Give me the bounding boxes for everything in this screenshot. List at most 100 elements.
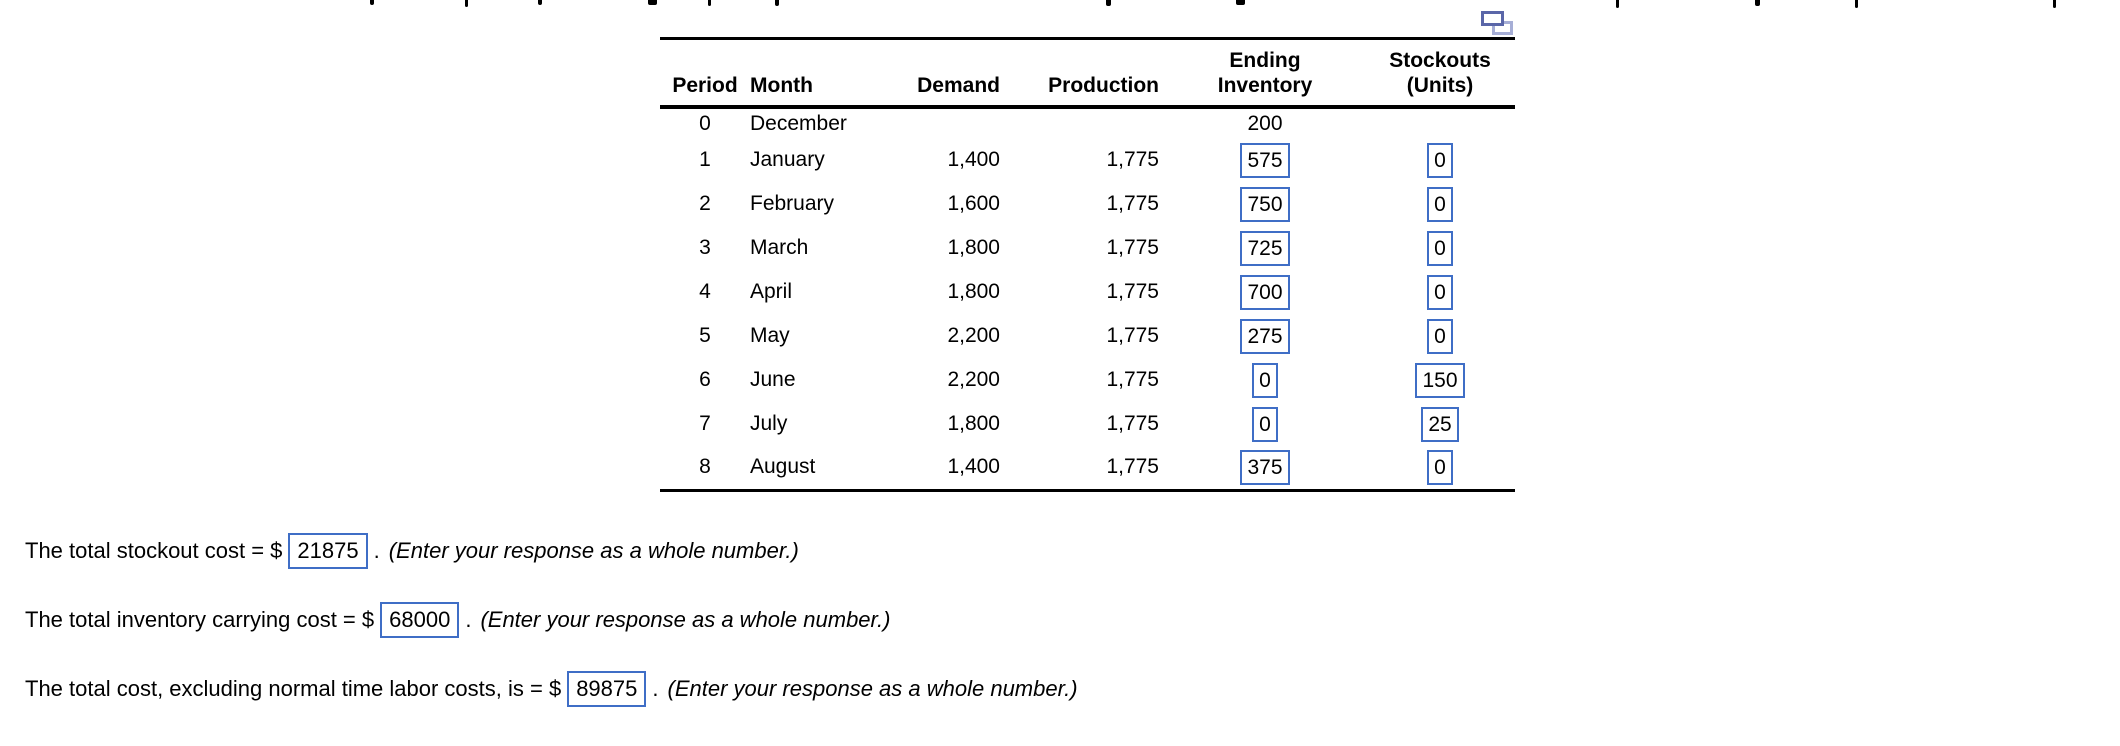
- cell-production-value: 1,775: [1106, 236, 1159, 259]
- cell-production: 1,775: [1010, 358, 1165, 402]
- cell-production: 1,775: [1010, 314, 1165, 358]
- ending-inventory-input[interactable]: 0: [1252, 406, 1278, 442]
- clipped-glyph-fragment: [538, 0, 542, 5]
- clipped-glyph-fragment: [1755, 0, 1760, 6]
- cell-demand: 1,600: [900, 182, 1010, 226]
- cell-period-value: 0: [699, 111, 711, 135]
- cell-month: July: [750, 402, 900, 446]
- ending-inventory-input[interactable]: 0: [1252, 362, 1278, 398]
- cell-period: 5: [660, 314, 750, 358]
- cell-month: December: [750, 107, 900, 138]
- header-stockouts: Stockouts (Units): [1365, 38, 1515, 109]
- cell-month-value: December: [750, 111, 847, 135]
- cell-period-value: 7: [699, 412, 711, 435]
- stockouts-input[interactable]: 0: [1427, 449, 1453, 485]
- table-row: 3 March 1,800 1,775 725 0: [660, 226, 1515, 270]
- cell-production: 1,775: [1010, 226, 1165, 270]
- total-inventory-carrying-cost-input[interactable]: 68000: [380, 602, 460, 638]
- stockouts-input[interactable]: 0: [1427, 230, 1453, 266]
- table-row: 6 June 2,200 1,775 0 150: [660, 358, 1515, 402]
- stockouts-input[interactable]: 0: [1427, 274, 1453, 310]
- cell-demand: 1,400: [900, 446, 1010, 490]
- clipped-glyph-fragment: [708, 0, 711, 6]
- header-period: Period: [660, 38, 750, 109]
- cell-ending-inventory: 0: [1165, 402, 1365, 446]
- header-demand: Demand: [900, 38, 1010, 109]
- ending-inventory-input[interactable]: 725: [1240, 230, 1290, 266]
- cell-production: 1,775: [1010, 446, 1165, 490]
- cell-ending-inventory: 575: [1165, 138, 1365, 182]
- cell-period: 0: [660, 107, 750, 138]
- cell-demand-value: 1,600: [947, 192, 1000, 215]
- cell-period: 8: [660, 446, 750, 490]
- clipped-text-top-edge: [0, 0, 2120, 10]
- duplicate-window-icon[interactable]: [1481, 11, 1519, 40]
- cell-month-value: May: [750, 324, 790, 347]
- cell-demand: [900, 107, 1010, 138]
- header-ending-inventory: Ending Inventory: [1165, 38, 1365, 109]
- cell-month-value: July: [750, 412, 788, 435]
- cell-period-value: 1: [699, 148, 711, 171]
- question-note: (Enter your response as a whole number.): [480, 607, 891, 632]
- total-cost-excluding-labor-input[interactable]: 89875: [567, 671, 647, 707]
- question-text: The total inventory carrying cost = $: [25, 607, 375, 632]
- cell-stockouts: 0: [1365, 138, 1515, 182]
- cell-period-value: 3: [699, 236, 711, 259]
- question-total-inventory-carrying-cost: The total inventory carrying cost = $680…: [25, 601, 891, 639]
- cell-stockouts: 0: [1365, 270, 1515, 314]
- header-production: Production: [1010, 38, 1165, 109]
- cell-stockouts: 150: [1365, 358, 1515, 402]
- cell-month-value: January: [750, 148, 825, 171]
- cell-month-value: March: [750, 236, 809, 259]
- cell-production: 1,775: [1010, 182, 1165, 226]
- cell-month-value: August: [750, 455, 816, 479]
- period-text: .: [652, 676, 659, 701]
- ending-inventory-input[interactable]: 375: [1240, 449, 1290, 485]
- header-stockouts-line1: Stockouts: [1389, 49, 1491, 72]
- period-text: .: [373, 538, 380, 563]
- table-row: 2 February 1,600 1,775 750 0: [660, 182, 1515, 226]
- ending-inventory-input[interactable]: 575: [1240, 142, 1290, 178]
- cell-production: 1,775: [1010, 270, 1165, 314]
- cell-period-value: 4: [699, 280, 711, 303]
- stockouts-input[interactable]: 25: [1421, 406, 1459, 442]
- cell-month: February: [750, 182, 900, 226]
- cell-ending-inventory: 700: [1165, 270, 1365, 314]
- clipped-glyph-fragment: [1616, 0, 1619, 8]
- cell-production-value: 1,775: [1106, 324, 1159, 347]
- stockouts-input[interactable]: 0: [1427, 186, 1453, 222]
- cell-period-value: 2: [699, 192, 711, 215]
- ending-inventory-input[interactable]: 275: [1240, 318, 1290, 354]
- clipped-glyph-fragment: [370, 0, 374, 5]
- cell-period: 1: [660, 138, 750, 182]
- table-row: 5 May 2,200 1,775 275 0: [660, 314, 1515, 358]
- cell-production-value: 1,775: [1106, 368, 1159, 391]
- cell-production: 1,775: [1010, 402, 1165, 446]
- duplicate-window-icon-front: [1481, 11, 1504, 26]
- cell-period: 7: [660, 402, 750, 446]
- cell-month-value: April: [750, 280, 793, 303]
- cell-period-value: 8: [699, 455, 711, 479]
- clipped-glyph-fragment: [1236, 0, 1245, 5]
- ending-inventory-input[interactable]: 700: [1240, 274, 1290, 310]
- header-stockouts-line2: (Units): [1406, 74, 1474, 97]
- cell-production-value: 1,775: [1106, 412, 1159, 435]
- cell-demand: 1,800: [900, 226, 1010, 270]
- cell-ending-inventory: 750: [1165, 182, 1365, 226]
- cell-month: April: [750, 270, 900, 314]
- total-stockout-cost-input[interactable]: 21875: [288, 533, 368, 569]
- cell-month: January: [750, 138, 900, 182]
- cell-stockouts: 0: [1365, 446, 1515, 490]
- table-row: 4 April 1,800 1,775 700 0: [660, 270, 1515, 314]
- header-ending-inventory-line1: Ending: [1229, 49, 1301, 72]
- cell-demand: 1,400: [900, 138, 1010, 182]
- stockouts-input[interactable]: 0: [1427, 318, 1453, 354]
- stockouts-input[interactable]: 150: [1415, 362, 1465, 398]
- cell-stockouts: 25: [1365, 402, 1515, 446]
- ending-inventory-input[interactable]: 750: [1240, 186, 1290, 222]
- clipped-glyph-fragment: [775, 0, 779, 6]
- table-row: 1 January 1,400 1,775 575 0: [660, 138, 1515, 182]
- cell-period: 2: [660, 182, 750, 226]
- stockouts-input[interactable]: 0: [1427, 142, 1453, 178]
- cell-period: 3: [660, 226, 750, 270]
